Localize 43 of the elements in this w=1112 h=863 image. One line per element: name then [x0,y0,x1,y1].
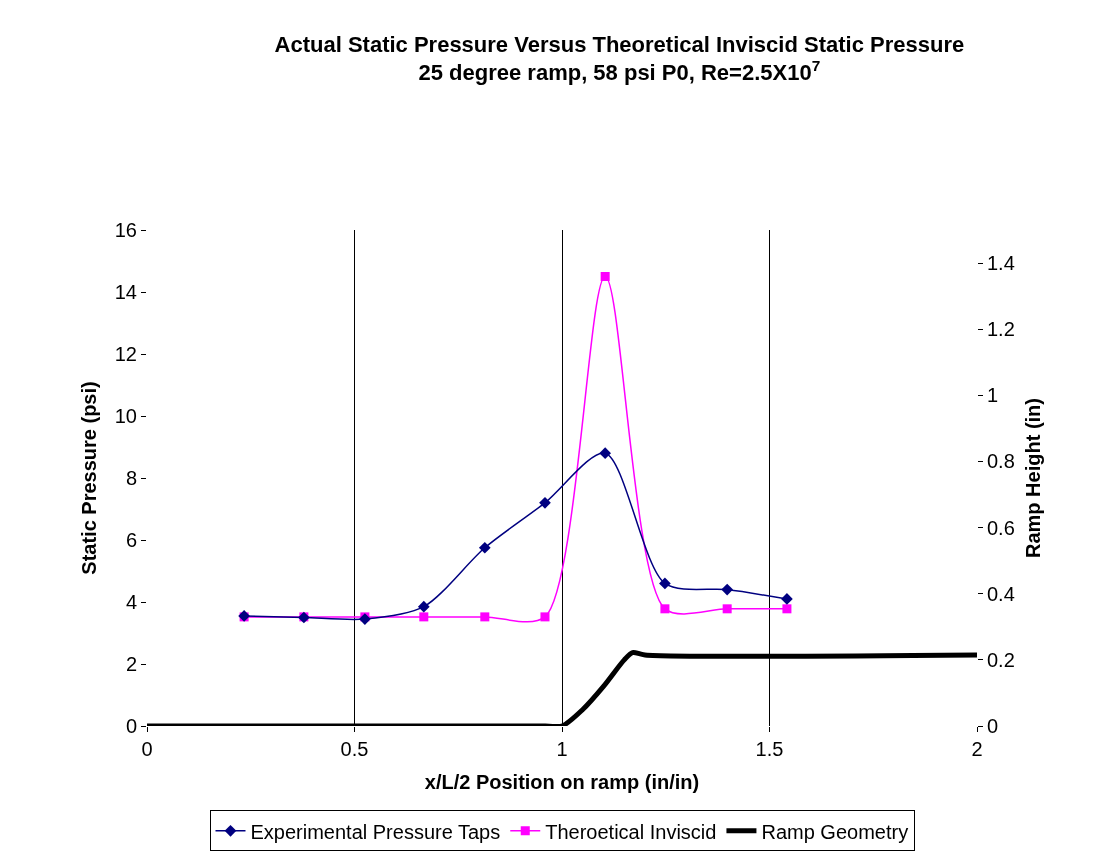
x-tick-label: 0.5 [340,738,369,760]
x-tick-label: 2 [971,738,983,760]
y2-axis-title: Ramp Height (in) [1022,398,1045,558]
y2-tick-label: 1 [987,384,999,407]
legend-label: Experimental Pressure Taps [250,820,501,843]
y-tick-label: 16 [114,219,137,241]
y-tick-label: 14 [114,281,137,303]
point [721,583,734,596]
x-tick-label: 1.5 [755,738,784,760]
point [659,577,671,590]
point [722,604,732,614]
point [478,541,491,554]
y2-tick-label: 0.2 [987,648,1015,671]
point [660,604,670,614]
y-tick-label: 0 [125,715,137,737]
point [540,612,550,622]
point [539,496,551,509]
y2-tick-label: 0.4 [987,582,1015,605]
y-tick-label: 6 [125,529,137,551]
x-axis-title: x/L/2 Position on ramp (in/in) [424,770,700,793]
y-tick-label: 12 [114,343,137,365]
legend-label: Theroetical Inviscid [545,820,717,843]
y-tick-label: 8 [125,467,137,489]
chart-title: Actual Static Pressure Versus Theoretical Inviscid Static Pressure 25 degree ramp, 58 psi P0, Re=2.5X10$^{7}$ [274,31,965,86]
x-tick-label: 0 [141,738,153,760]
point [417,600,430,613]
y-tick-label: 2 [125,653,137,675]
legend-label: Ramp Geometry [761,820,909,843]
x-tick-label: 1 [556,738,568,760]
y-tick-label: 4 [125,591,137,613]
point [782,604,792,614]
y2-tick-label: 1.2 [987,318,1015,341]
point [599,447,612,460]
point [419,612,429,622]
point [480,612,490,622]
y2-tick-label: 0 [987,715,999,737]
y-axis-title: Static Pressure (psi) [78,381,101,575]
y2-tick-label: 1.4 [987,252,1015,275]
point [600,272,610,281]
y2-tick-label: 0.8 [987,450,1015,473]
y-tick-label: 10 [114,405,137,427]
y2-tick-label: 0.6 [987,516,1015,539]
point [781,593,793,605]
